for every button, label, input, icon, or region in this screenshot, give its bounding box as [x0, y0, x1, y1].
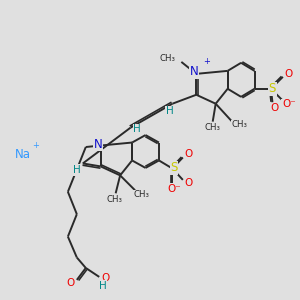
Text: CH₃: CH₃ — [205, 123, 221, 132]
Text: S: S — [269, 82, 276, 95]
Text: O: O — [184, 149, 192, 160]
Text: CH₃: CH₃ — [134, 190, 150, 199]
Text: H: H — [133, 124, 141, 134]
Text: O: O — [270, 103, 278, 113]
Text: O: O — [184, 178, 192, 188]
Text: O: O — [101, 273, 109, 284]
Text: H: H — [73, 165, 81, 175]
Text: O⁻: O⁻ — [282, 99, 296, 109]
Text: +: + — [203, 57, 210, 66]
Text: CH₃: CH₃ — [232, 120, 247, 129]
Text: CH₃: CH₃ — [106, 195, 122, 204]
Text: Na: Na — [15, 148, 31, 161]
Text: N: N — [94, 137, 103, 151]
Text: +: + — [33, 141, 40, 150]
Text: N: N — [190, 65, 198, 78]
Text: H: H — [166, 106, 173, 116]
Text: CH₃: CH₃ — [160, 54, 176, 63]
Text: O: O — [284, 70, 292, 80]
Text: O: O — [67, 278, 75, 289]
Text: H: H — [99, 281, 107, 291]
Text: O⁻: O⁻ — [167, 184, 181, 194]
Text: S: S — [170, 161, 178, 174]
